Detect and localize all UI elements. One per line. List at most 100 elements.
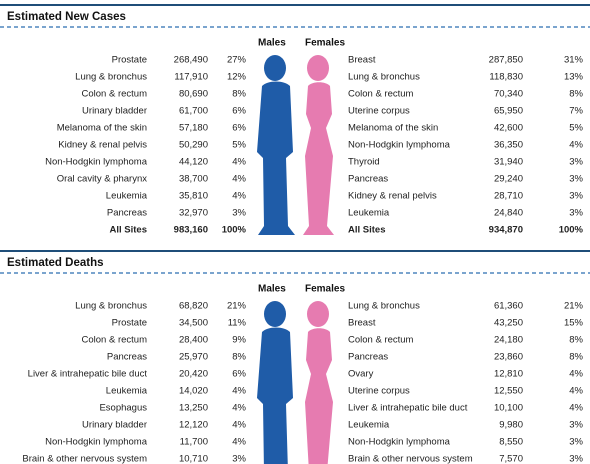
count: 12,550: [494, 386, 523, 397]
percent: 4%: [569, 369, 583, 380]
percent: 4%: [232, 174, 246, 185]
percent: 7%: [569, 106, 583, 117]
percent: 9%: [232, 335, 246, 346]
count: 44,120: [179, 157, 208, 168]
site: All Sites: [348, 225, 386, 236]
count: 8,550: [499, 437, 523, 448]
female-body: [305, 328, 333, 464]
percent: 8%: [569, 352, 583, 363]
site: Thyroid: [348, 157, 380, 168]
percent: 4%: [232, 191, 246, 202]
site: Urinary bladder: [82, 106, 147, 117]
count: 38,700: [179, 174, 208, 185]
count: 25,970: [179, 352, 208, 363]
section-title: Estimated New Cases: [7, 11, 126, 23]
site: Brain & other nervous system: [22, 454, 147, 464]
figures: [257, 301, 333, 464]
count: 10,710: [179, 454, 208, 464]
count: 12,810: [494, 369, 523, 380]
females-header: Females: [305, 284, 345, 295]
count: 14,020: [179, 386, 208, 397]
site: Pancreas: [348, 352, 388, 363]
count: 35,810: [179, 191, 208, 202]
site: Non-Hodgkin lymphoma: [348, 437, 451, 448]
site: Non-Hodgkin lymphoma: [348, 140, 451, 151]
percent: 8%: [232, 89, 246, 100]
site: Pancreas: [348, 174, 388, 185]
percent: 3%: [569, 420, 583, 431]
site: Ovary: [348, 369, 374, 380]
site: Leukemia: [106, 386, 148, 397]
percent: 3%: [569, 454, 583, 464]
site: Melanoma of the skin: [57, 123, 147, 134]
male-body: [257, 81, 295, 235]
count: 34,500: [179, 318, 208, 329]
count: 9,980: [499, 420, 523, 431]
percent: 3%: [232, 208, 246, 219]
count: 32,970: [179, 208, 208, 219]
percent: 8%: [232, 352, 246, 363]
site: Breast: [348, 318, 376, 329]
percent: 21%: [227, 301, 247, 312]
site: Leukemia: [348, 208, 390, 219]
section-title: Estimated Deaths: [7, 257, 104, 269]
percent: 4%: [569, 403, 583, 414]
count: 7,570: [499, 454, 523, 464]
count: 36,350: [494, 140, 523, 151]
percent: 5%: [569, 123, 583, 134]
males-header: Males: [258, 284, 286, 295]
site: Uterine corpus: [348, 386, 410, 397]
percent: 8%: [569, 89, 583, 100]
site: Kidney & renal pelvis: [348, 191, 437, 202]
count: 68,820: [179, 301, 208, 312]
percent: 4%: [569, 386, 583, 397]
site: Uterine corpus: [348, 106, 410, 117]
count: 61,700: [179, 106, 208, 117]
site: Colon & rectum: [82, 335, 148, 346]
females-header: Females: [305, 38, 345, 49]
percent: 3%: [232, 454, 246, 464]
count: 42,600: [494, 123, 523, 134]
count: 24,180: [494, 335, 523, 346]
site: Leukemia: [348, 420, 390, 431]
site: Prostate: [112, 318, 147, 329]
count: 28,400: [179, 335, 208, 346]
site: Breast: [348, 55, 376, 66]
percent: 13%: [564, 72, 584, 83]
percent: 12%: [227, 72, 247, 83]
site: Brain & other nervous system: [348, 454, 473, 464]
percent: 4%: [232, 437, 246, 448]
site: Colon & rectum: [348, 335, 414, 346]
site: Melanoma of the skin: [348, 123, 438, 134]
site: Non-Hodgkin lymphoma: [45, 157, 148, 168]
count: 50,290: [179, 140, 208, 151]
count: 28,710: [494, 191, 523, 202]
site: Prostate: [112, 55, 147, 66]
site: Colon & rectum: [82, 89, 148, 100]
percent: 4%: [232, 403, 246, 414]
male-head: [264, 301, 286, 327]
count: 61,360: [494, 301, 523, 312]
percent: 6%: [232, 369, 246, 380]
count: 23,860: [494, 352, 523, 363]
percent: 4%: [569, 140, 583, 151]
males-header: Males: [258, 38, 286, 49]
count: 24,840: [494, 208, 523, 219]
count: 31,940: [494, 157, 523, 168]
female-body: [303, 82, 334, 235]
figures: [257, 55, 334, 235]
count: 13,250: [179, 403, 208, 414]
percent: 4%: [232, 420, 246, 431]
percent: 3%: [569, 157, 583, 168]
percent: 8%: [569, 335, 583, 346]
percent: 15%: [564, 318, 584, 329]
percent: 11%: [228, 318, 247, 329]
count: 65,950: [494, 106, 523, 117]
count: 934,870: [489, 225, 523, 236]
percent: 100%: [559, 225, 584, 236]
site: Urinary bladder: [82, 420, 147, 431]
count: 268,490: [174, 55, 208, 66]
percent: 3%: [569, 437, 583, 448]
